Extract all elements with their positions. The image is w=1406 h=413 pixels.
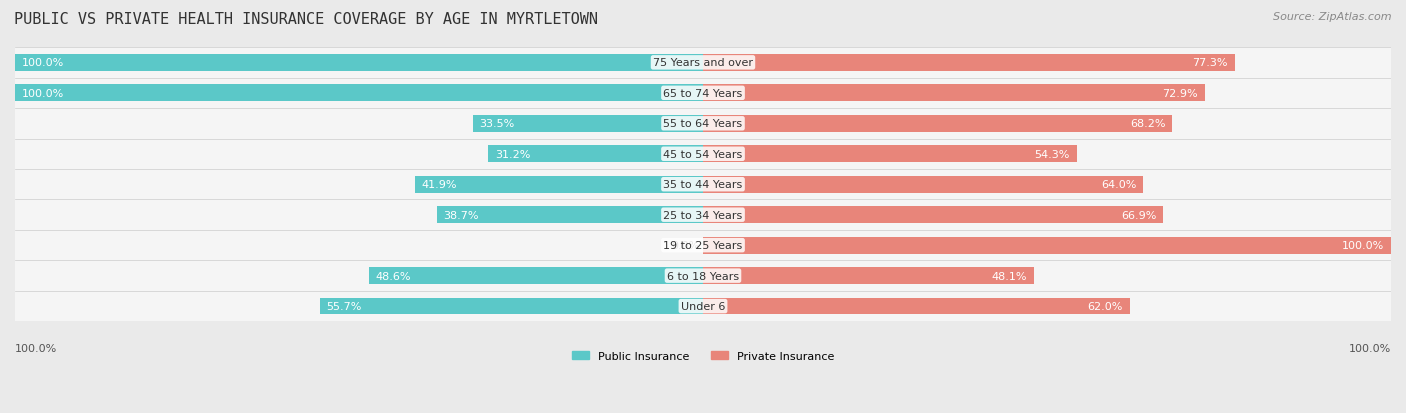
- Text: 45 to 54 Years: 45 to 54 Years: [664, 150, 742, 159]
- Bar: [15, 139, 1391, 170]
- Text: 31.2%: 31.2%: [495, 150, 530, 159]
- Text: 72.9%: 72.9%: [1161, 89, 1198, 99]
- Bar: [703, 268, 1033, 284]
- Text: 54.3%: 54.3%: [1035, 150, 1070, 159]
- Bar: [703, 55, 1234, 71]
- Bar: [437, 207, 703, 223]
- Text: 68.2%: 68.2%: [1130, 119, 1166, 129]
- Text: 100.0%: 100.0%: [22, 89, 65, 99]
- Text: 55.7%: 55.7%: [326, 301, 361, 311]
- Bar: [415, 176, 703, 193]
- Text: 48.1%: 48.1%: [991, 271, 1026, 281]
- Bar: [703, 237, 1391, 254]
- Text: 19 to 25 Years: 19 to 25 Years: [664, 241, 742, 251]
- Bar: [15, 78, 1391, 109]
- Text: Source: ZipAtlas.com: Source: ZipAtlas.com: [1274, 12, 1392, 22]
- Text: 55 to 64 Years: 55 to 64 Years: [664, 119, 742, 129]
- Bar: [15, 170, 1391, 200]
- Bar: [703, 207, 1163, 223]
- Text: Under 6: Under 6: [681, 301, 725, 311]
- Bar: [15, 55, 703, 71]
- Bar: [703, 176, 1143, 193]
- Bar: [488, 146, 703, 163]
- Bar: [703, 116, 1173, 132]
- Text: 65 to 74 Years: 65 to 74 Years: [664, 89, 742, 99]
- Bar: [15, 109, 1391, 139]
- Text: 100.0%: 100.0%: [1341, 241, 1384, 251]
- Bar: [15, 261, 1391, 291]
- Text: 64.0%: 64.0%: [1101, 180, 1136, 190]
- Bar: [15, 291, 1391, 322]
- Bar: [319, 298, 703, 315]
- Text: 100.0%: 100.0%: [22, 58, 65, 68]
- Bar: [703, 85, 1205, 102]
- Legend: Public Insurance, Private Insurance: Public Insurance, Private Insurance: [568, 346, 838, 365]
- Bar: [703, 298, 1129, 315]
- Bar: [472, 116, 703, 132]
- Text: 35 to 44 Years: 35 to 44 Years: [664, 180, 742, 190]
- Text: 100.0%: 100.0%: [1348, 343, 1391, 353]
- Text: 38.7%: 38.7%: [444, 210, 479, 220]
- Text: PUBLIC VS PRIVATE HEALTH INSURANCE COVERAGE BY AGE IN MYRTLETOWN: PUBLIC VS PRIVATE HEALTH INSURANCE COVER…: [14, 12, 598, 27]
- Text: 48.6%: 48.6%: [375, 271, 411, 281]
- Text: 75 Years and over: 75 Years and over: [652, 58, 754, 68]
- Text: 41.9%: 41.9%: [422, 180, 457, 190]
- Text: 25 to 34 Years: 25 to 34 Years: [664, 210, 742, 220]
- Text: 77.3%: 77.3%: [1192, 58, 1227, 68]
- Text: 6 to 18 Years: 6 to 18 Years: [666, 271, 740, 281]
- Bar: [15, 48, 1391, 78]
- Text: 66.9%: 66.9%: [1121, 210, 1156, 220]
- Text: 33.5%: 33.5%: [479, 119, 515, 129]
- Bar: [15, 230, 1391, 261]
- Bar: [703, 146, 1077, 163]
- Text: 0.0%: 0.0%: [671, 241, 700, 251]
- Text: 62.0%: 62.0%: [1087, 301, 1122, 311]
- Bar: [15, 85, 703, 102]
- Bar: [15, 200, 1391, 230]
- Bar: [368, 268, 703, 284]
- Text: 100.0%: 100.0%: [15, 343, 58, 353]
